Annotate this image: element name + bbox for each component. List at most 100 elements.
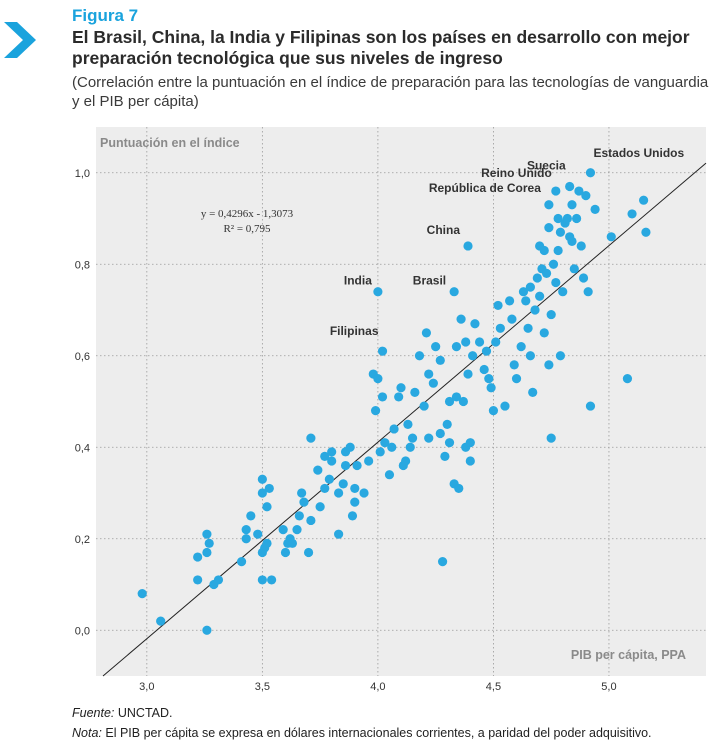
chevron-right-icon <box>4 22 36 58</box>
data-point <box>578 273 589 283</box>
figure-subtitle: (Correlación entre la puntuación en el í… <box>72 74 709 110</box>
data-point <box>583 287 593 297</box>
figure-label: Figura 7 <box>72 6 139 25</box>
data-point <box>324 474 334 484</box>
trend-r-squared: R² = 0,795 <box>223 223 271 235</box>
data-point <box>569 264 579 274</box>
data-point <box>562 213 572 224</box>
data-point <box>444 396 455 407</box>
source-text: UNCTAD. <box>117 706 173 720</box>
data-point <box>156 616 166 626</box>
data-point <box>313 465 323 475</box>
data-point <box>461 337 471 347</box>
data-point <box>576 241 586 251</box>
data-point <box>257 575 267 585</box>
data-points <box>137 168 651 635</box>
data-point <box>553 213 563 224</box>
data-point <box>280 547 291 558</box>
data-point <box>202 547 212 558</box>
data-point <box>246 511 256 521</box>
point-label: República de Corea <box>429 181 541 195</box>
data-point <box>202 625 212 635</box>
data-point <box>481 346 492 356</box>
data-point <box>544 360 554 370</box>
y-axis-label: Puntuación en el índice <box>100 136 240 150</box>
trend-line <box>102 162 707 677</box>
data-point <box>297 488 307 498</box>
data-point <box>377 392 388 402</box>
data-point <box>435 428 445 439</box>
labeled-data-point <box>373 287 383 297</box>
data-point <box>465 438 475 448</box>
data-point <box>456 314 466 324</box>
data-point <box>401 456 411 466</box>
data-point <box>622 374 633 384</box>
data-point <box>488 406 499 416</box>
data-point <box>414 351 425 361</box>
labeled-data-point <box>463 241 473 251</box>
data-point <box>442 419 452 429</box>
data-point <box>507 314 517 324</box>
data-point <box>470 319 480 329</box>
data-point <box>500 401 510 411</box>
data-point <box>451 342 462 352</box>
note-label: Nota: <box>72 726 102 740</box>
scatter-chart: 0,0 0,2 0,4 0,6 0,8 1,0 3,0 3,5 4,0 4,5 5,0 Estado… <box>75 127 707 693</box>
x-tick-label: 4,5 <box>486 681 501 693</box>
data-point <box>241 525 251 535</box>
y-tick-label: 0,6 <box>75 351 90 363</box>
data-point <box>555 227 566 237</box>
data-point <box>525 351 535 361</box>
point-label: Brasil <box>413 274 446 288</box>
data-point <box>352 460 362 471</box>
data-point <box>405 442 415 452</box>
data-point <box>364 456 374 466</box>
data-point <box>641 227 651 237</box>
data-point <box>373 374 383 384</box>
y-tick-label: 0,0 <box>75 625 90 637</box>
data-point <box>202 529 212 539</box>
chart-footer: Fuente: UNCTAD. Nota: El PIB per cápita … <box>72 703 652 743</box>
data-point <box>486 383 496 393</box>
data-point <box>574 186 584 196</box>
data-point <box>518 287 529 297</box>
data-point <box>530 305 540 315</box>
data-point <box>525 282 535 292</box>
note-line: Nota: El PIB per cápita se expresa en dó… <box>72 723 652 743</box>
data-point <box>262 502 272 512</box>
x-tick-label: 5,0 <box>601 681 616 693</box>
data-point <box>495 323 505 333</box>
plot-background <box>96 127 706 676</box>
data-point <box>585 401 596 411</box>
data-point <box>419 401 429 411</box>
data-point <box>521 296 531 306</box>
data-point <box>454 483 464 494</box>
data-point <box>451 392 462 402</box>
labeled-data-point <box>585 168 596 178</box>
data-point <box>627 209 637 219</box>
point-label: Suecia <box>527 158 566 172</box>
data-point <box>541 268 552 278</box>
source-line: Fuente: UNCTAD. <box>72 703 652 723</box>
data-point <box>294 511 304 521</box>
point-label: Reino Unido <box>481 166 552 180</box>
data-point <box>410 387 420 397</box>
data-point <box>555 351 566 361</box>
x-axis-label: PIB per cápita, PPA <box>571 648 686 662</box>
data-point <box>539 328 549 338</box>
data-point <box>539 245 549 256</box>
data-point <box>380 438 390 448</box>
data-point <box>532 273 542 283</box>
data-point <box>581 191 591 201</box>
data-point <box>639 195 649 205</box>
data-point <box>384 470 395 480</box>
labeled-data-point <box>551 186 561 196</box>
data-point <box>394 392 404 402</box>
data-point <box>327 447 337 457</box>
trend-equation: y = 0,4296x - 1,3073 <box>201 208 294 220</box>
data-point <box>474 337 485 347</box>
data-point <box>320 483 330 494</box>
data-point <box>315 502 325 512</box>
data-point <box>435 355 445 365</box>
data-point <box>345 442 355 452</box>
